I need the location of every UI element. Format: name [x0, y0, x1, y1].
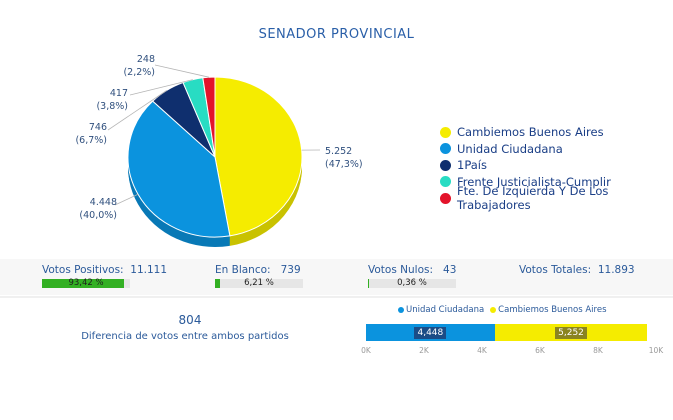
stats-band	[0, 259, 673, 295]
x-tick-label: 6K	[535, 346, 545, 355]
stat-positivos: Votos Positivos: 11.111	[42, 264, 168, 276]
leader-line	[114, 193, 139, 206]
progress-fill	[215, 279, 221, 288]
pie-chart	[107, 64, 320, 248]
stacked-bar-chart: 4,448 5,252	[366, 324, 656, 341]
legend-dot	[440, 126, 451, 138]
data-label-izquierda: 248 (2,2%)	[123, 54, 155, 78]
legend-dot	[440, 159, 451, 171]
progress-nulos: 0,36 %	[368, 279, 456, 288]
legend-dot	[440, 192, 451, 204]
page-title: SENADOR PROVINCIAL	[258, 27, 415, 42]
legend-item-unidad[interactable]: Unidad Ciudadana	[440, 141, 673, 158]
legend-dot	[440, 176, 451, 188]
progress-fill	[42, 279, 125, 288]
pie-slice-fte-de-izquierda-y-de-los-trabajadores[interactable]	[202, 76, 216, 158]
progress-blanco: 6,21 %	[215, 279, 303, 288]
data-label-frente: 417 (3,8%)	[96, 88, 128, 112]
leader-line	[154, 64, 209, 78]
legend-item-frente[interactable]: Frente Justicialista-Cumplir	[440, 174, 673, 191]
leader-line	[107, 90, 168, 131]
difference-value: 804	[178, 313, 202, 327]
x-tick-label: 0K	[361, 346, 371, 355]
legend-item-izquierda[interactable]: Fte. De Izquierda Y De Los Trabajadores	[440, 184, 673, 212]
legend-dot	[490, 307, 497, 313]
data-label-1pais: 746 (6,7%)	[75, 122, 107, 146]
legend-item-1pais[interactable]: 1País	[440, 157, 673, 174]
stat-totales: Votos Totales: 11.893	[519, 264, 635, 276]
legend-dot	[440, 143, 451, 155]
x-tick-label: 8K	[593, 346, 603, 355]
leader-line	[129, 79, 193, 96]
legend-label-unidad[interactable]: Unidad Ciudadana	[406, 305, 485, 315]
legend-dot	[398, 307, 404, 313]
stat-blanco: En Blanco: 739	[215, 264, 301, 276]
legend-label-cambiemos[interactable]: Cambiemos Buenos Aires	[498, 305, 607, 315]
pie-legend: Cambiemos Buenos Aires Unidad Ciudadana …	[440, 124, 673, 212]
stat-nulos: Votos Nulos: 43	[368, 264, 457, 276]
data-label-cambiemos: 5.252 (47,3%)	[325, 146, 363, 170]
pie-slice-cambiemos-buenos-aires[interactable]	[214, 76, 303, 237]
x-tick-label: 4K	[477, 346, 487, 355]
bar-legend: Unidad Ciudadana Cambiemos Buenos Aires	[398, 305, 607, 315]
difference-label: Diferencia de votos entre ambos partidos	[81, 331, 289, 342]
data-label-unidad: 4.448 (40,0%)	[79, 197, 117, 221]
bar-data-label: 5,252	[555, 327, 587, 339]
x-tick-label: 10K	[648, 346, 664, 355]
progress-positivos: 93,42 %	[42, 279, 130, 288]
divider	[0, 296, 673, 298]
bar-data-label: 4,448	[414, 327, 447, 339]
pie-slice-unidad-ciudadana[interactable]	[127, 100, 231, 238]
legend-item-cambiemos[interactable]: Cambiemos Buenos Aires	[440, 124, 673, 141]
x-tick-label: 2K	[419, 346, 429, 355]
